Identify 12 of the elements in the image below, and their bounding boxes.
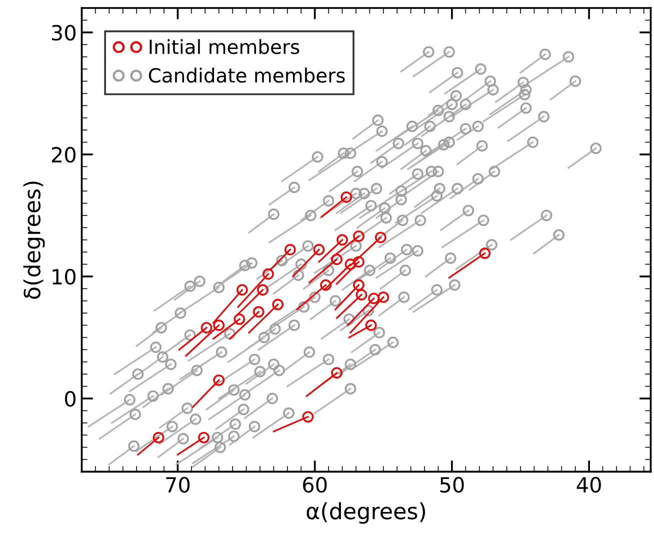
x-tick-label: 40 [576, 476, 601, 493]
x-tick-label: 70 [166, 476, 190, 493]
x-tick-label: 60 [303, 476, 327, 493]
y-tick-label: 30 [52, 24, 76, 41]
y-axis-title: δ(degrees) [23, 182, 45, 299]
x-axis-title: α(degrees) [306, 502, 426, 524]
legend-label: Initial members [150, 39, 300, 54]
legend-label: Candidate members [148, 68, 345, 83]
y-tick-label: 0 [65, 390, 76, 407]
y-tick-label: 10 [52, 268, 76, 285]
x-tick-label: 50 [440, 476, 464, 493]
y-tick-label: 20 [52, 146, 76, 163]
